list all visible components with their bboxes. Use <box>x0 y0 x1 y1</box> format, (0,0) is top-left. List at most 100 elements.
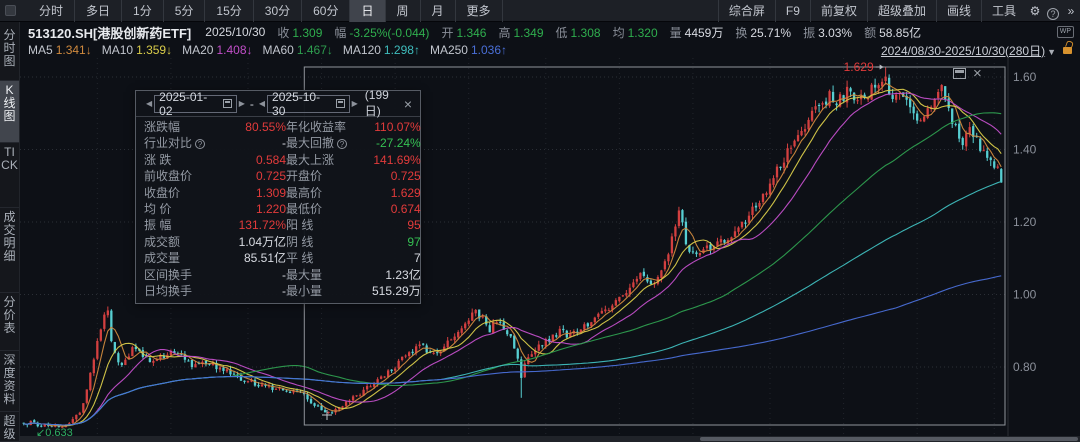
period-toolbar: 分时 多日 1分 5分 15分 30分 60分日周月更多 综合屏 F9 前复权 超级叠加 画线 工具 … <box>0 0 1080 22</box>
stats-label: 最大回撤? <box>286 135 372 151</box>
prev-date-arrow-icon[interactable]: ◀ <box>258 99 266 108</box>
quote-field-幅: 幅 -3.25%(-0.044) <box>334 26 429 40</box>
unlock-icon[interactable] <box>1063 46 1072 54</box>
date-range-control[interactable]: 2024/08/30-2025/10/30(280日) ▼ <box>881 42 1056 59</box>
calendar-icon <box>222 99 232 108</box>
stats-label: 涨跌幅 <box>144 120 181 134</box>
period-tab-30分[interactable]: 30分 <box>254 0 303 22</box>
kline-chart-area[interactable]: 1.60 1.40 1.20 1.00 0.80 1.629 ↙0.633 × ◀ 2025… <box>20 58 1080 442</box>
sidebar-item-分时图[interactable]: 分时图 <box>0 26 19 82</box>
stats-value: - <box>282 283 286 298</box>
panel-close-icon[interactable]: × <box>403 95 412 112</box>
stats-label: 最大量 <box>286 267 323 282</box>
crosshair-marker <box>322 410 332 420</box>
quote-field-label: 振 <box>803 25 816 40</box>
stats-label: 开盘价 <box>286 169 323 184</box>
stats-value: 1.23亿 <box>385 267 421 282</box>
quote-field-振: 振 3.03% <box>803 26 852 40</box>
ma-value: 1.341↓ <box>55 43 92 57</box>
stats-label: 成交量 <box>144 251 181 266</box>
stats-label: 阴 线 <box>286 234 314 249</box>
more-chevrons-icon[interactable]: » <box>1067 3 1075 18</box>
ma-legend-MA120: MA120 1.298↑ <box>343 43 420 57</box>
sidebar-item-TICK[interactable]: TICK <box>0 143 19 209</box>
stats-label: 平 线 <box>286 251 314 266</box>
period-tab-分时[interactable]: 分时 <box>28 0 76 22</box>
next-date-arrow-icon[interactable]: ▶ <box>238 99 245 108</box>
quote-field-value: 1.349 <box>513 25 544 40</box>
period-tabs: 分时 多日 1分 5分 15分 30分 60分日周月更多 <box>28 0 503 22</box>
stats-label: 前收盘价 <box>144 169 193 184</box>
selection-panel-icon[interactable] <box>953 68 966 79</box>
quote-field-value: 58.85亿 <box>879 25 922 40</box>
period-tab-60分[interactable]: 60分 <box>302 0 351 22</box>
y-axis-tick-label: 1.60 <box>1013 70 1037 84</box>
period-tab-月[interactable]: 月 <box>421 0 456 22</box>
selection-close-icon[interactable]: × <box>973 65 982 82</box>
toolbar-button-工具[interactable]: 工具 <box>980 0 1026 22</box>
stats-value: - <box>282 136 286 151</box>
stats-value: - <box>282 267 286 282</box>
toolbar-button-综合屏[interactable]: 综合屏 <box>717 0 775 22</box>
ma-value: 1.359↓ <box>136 43 173 57</box>
ma-line-MA5 <box>23 82 1002 427</box>
sidebar-item-超级[interactable]: 超级 <box>0 412 19 442</box>
end-date-value: 2025-10-30 <box>272 89 321 118</box>
period-tab-多日[interactable]: 多日 <box>75 0 123 22</box>
stats-value: 1.309 <box>255 185 286 200</box>
sidebar: 分时图 K线图 TICK 成交明细 分价表 深度资料 超级 <box>0 22 20 442</box>
toolbar-tools: 综合屏 F9 前复权 超级叠加 画线 工具 <box>717 0 1026 22</box>
stats-label: 区间换手 <box>144 267 193 282</box>
date-range-dash: - <box>249 96 254 111</box>
stats-label: 均 价 <box>144 201 172 216</box>
period-tab-1分[interactable]: 1分 <box>122 0 164 22</box>
sidebar-item-成交明细[interactable]: 成交明细 <box>0 208 19 294</box>
period-tab-更多[interactable]: 更多 <box>456 0 503 22</box>
prev-date-arrow-icon[interactable]: ◀ <box>146 99 153 108</box>
selection-box-controls: × <box>953 65 982 82</box>
chart-scrollbar-track[interactable] <box>20 436 1080 442</box>
toolbar-button-F9[interactable]: F9 <box>774 0 810 22</box>
ma-legend-MA60: MA60 1.467↓ <box>263 43 333 57</box>
toolbar-button-超级叠加[interactable]: 超级叠加 <box>866 0 936 22</box>
gear-icon[interactable]: ⚙ <box>1029 3 1041 18</box>
high-price-annotation: 1.629 <box>844 60 874 74</box>
sidebar-item-深度资料[interactable]: 深度资料 <box>0 351 19 413</box>
help-icon[interactable]: ? <box>1044 0 1062 22</box>
stats-panel-header: ◀ 2025-01-02 ▶ - ◀ 2025-10-30 ▶ <box>136 88 420 118</box>
stats-value: 0.725 <box>390 169 421 184</box>
quote-field-收: 收 1.309 <box>277 26 322 40</box>
toolbar-button-前复权[interactable]: 前复权 <box>809 0 867 22</box>
sidebar-item-分价表[interactable]: 分价表 <box>0 293 19 351</box>
quote-field-低: 低 1.308 <box>556 26 601 40</box>
stats-label: 阳 线 <box>286 218 314 233</box>
quote-field-value: 1.309 <box>292 25 323 40</box>
quote-field-label: 均 <box>612 25 625 40</box>
chart-scrollbar-handle[interactable] <box>700 437 1078 441</box>
start-date-value: 2025-01-02 <box>159 89 208 118</box>
y-axis-tick-label: 1.40 <box>1013 143 1037 157</box>
stats-value: 110.07% <box>374 120 421 134</box>
ma-value: 1.467↓ <box>296 43 333 57</box>
stats-label: 行业对比? <box>144 135 216 151</box>
quote-field-value: -3.25%(-0.044) <box>349 25 430 40</box>
question-circle-icon[interactable]: ? <box>337 139 348 150</box>
stats-label: 日均换手 <box>144 283 193 298</box>
wp-badge[interactable]: WP <box>1056 26 1074 38</box>
next-date-arrow-icon[interactable]: ▶ <box>351 99 358 108</box>
period-tab-15分[interactable]: 15分 <box>205 0 254 22</box>
dropdown-triangle-icon: ▼ <box>1047 46 1056 57</box>
period-tab-日[interactable]: 日 <box>350 0 386 22</box>
ma-legend-items: MA5 1.341↓ MA10 1.359↓ MA20 1.408↓ MA60 1.467↓ M… <box>28 43 517 57</box>
quote-field-value: 4459万 <box>684 25 724 40</box>
quote-field-label: 额 <box>864 25 877 40</box>
period-tab-5分[interactable]: 5分 <box>164 0 206 22</box>
sidebar-item-K线图[interactable]: K线图 <box>0 81 19 143</box>
start-date-picker[interactable]: 2025-01-02 <box>154 90 237 118</box>
kline-chart-canvas[interactable]: 1.601.401.201.000.801.629↙0.633 <box>20 58 1080 442</box>
window-icon[interactable] <box>5 5 16 16</box>
toolbar-button-画线[interactable]: 画线 <box>935 0 981 22</box>
period-tab-周[interactable]: 周 <box>386 0 421 22</box>
question-circle-icon[interactable]: ? <box>195 139 206 150</box>
end-date-picker[interactable]: 2025-10-30 <box>267 90 350 118</box>
